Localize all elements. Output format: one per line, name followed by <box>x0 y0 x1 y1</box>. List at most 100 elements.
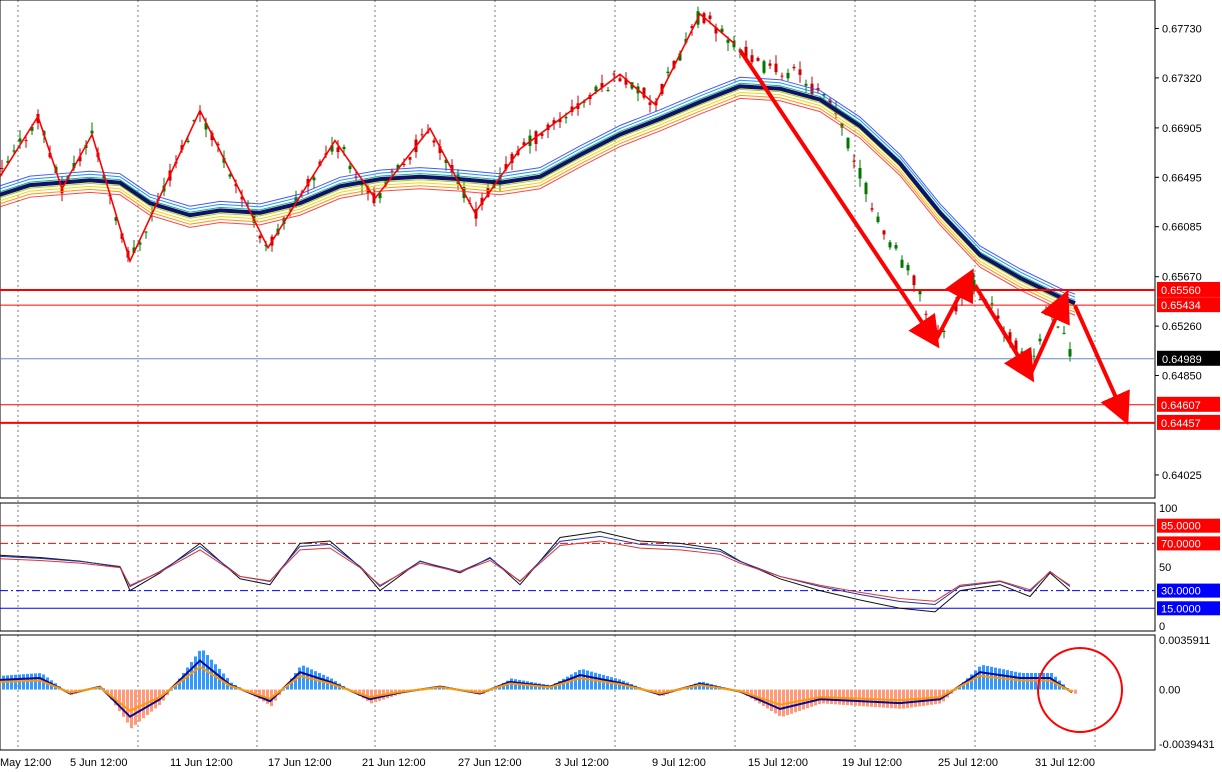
candle-body <box>624 78 628 85</box>
candle-body <box>978 299 982 301</box>
candle-body <box>594 86 598 92</box>
candle-body <box>888 242 892 248</box>
candle-body <box>336 147 340 152</box>
macd-histogram-bar <box>770 689 773 711</box>
oscillator-panel <box>0 502 1156 632</box>
macd-histogram-bar <box>126 689 129 723</box>
macd-histogram-bar <box>898 689 901 709</box>
macd-panel <box>0 634 1156 751</box>
candle-body <box>894 245 898 249</box>
candle-body <box>486 187 490 197</box>
osc-level-label: 70.0000 <box>1161 538 1201 550</box>
candle-body <box>114 217 118 221</box>
candle-body <box>798 69 802 75</box>
candle-body <box>954 302 958 312</box>
candle-body <box>816 88 820 91</box>
candle-body <box>78 156 82 162</box>
candle-body <box>714 27 718 34</box>
candle-body <box>234 183 238 187</box>
x-axis-label: 31 Jul 12:00 <box>1035 757 1095 769</box>
macd-histogram-bar <box>962 682 965 690</box>
candle-body <box>906 264 910 271</box>
macd-histogram-bar <box>178 678 181 690</box>
trend-arrow <box>933 268 974 343</box>
candle-body <box>204 123 208 130</box>
osc-level-label: 15.0000 <box>1161 603 1201 615</box>
macd-histogram-bar <box>366 689 369 701</box>
macd-histogram-bar <box>954 689 957 691</box>
candle-body <box>852 160 856 162</box>
macd-histogram-bar <box>966 678 969 690</box>
candle-body <box>666 71 670 74</box>
vertical-gridlines <box>17 0 1096 750</box>
candle-body <box>0 167 4 169</box>
price-level-label: 0.64457 <box>1161 418 1201 430</box>
candle-body <box>690 26 694 29</box>
macd-histogram-bar <box>1074 689 1077 694</box>
candle-body <box>348 165 352 170</box>
candle-body <box>924 313 928 315</box>
price-series <box>0 6 1076 372</box>
candle-body <box>402 164 406 166</box>
macd-histogram-bar <box>566 676 569 690</box>
macd-histogram-bar <box>982 665 985 690</box>
candle-body <box>474 209 478 219</box>
y-axis-label: 0.66085 <box>1162 222 1202 234</box>
candle-body <box>756 58 760 61</box>
candle-body <box>312 177 316 181</box>
candle-body <box>882 230 886 235</box>
moving-average-line <box>0 84 1076 306</box>
candle-body <box>420 134 424 136</box>
x-axis-label: 21 Jun 12:00 <box>362 757 426 769</box>
candle-body <box>1032 355 1036 357</box>
candle-body <box>18 138 22 142</box>
candle-body <box>432 140 436 143</box>
candle-body <box>138 242 142 245</box>
candle-body <box>720 28 724 33</box>
candle-body <box>726 39 730 43</box>
macd-histogram-bar <box>106 689 109 694</box>
macd-histogram-bar <box>110 689 113 700</box>
candle-body <box>228 174 232 177</box>
candle-body <box>198 112 202 115</box>
candle-body <box>864 182 868 195</box>
macd-histogram-bar <box>754 689 757 702</box>
candle-body <box>366 186 370 193</box>
macd-histogram-bar <box>194 656 197 690</box>
candle-body <box>942 330 946 333</box>
y-axis-label: 0.67730 <box>1162 23 1202 35</box>
macd-histogram-bar <box>570 674 573 690</box>
osc-level-tag <box>1157 583 1220 598</box>
osc-line-slow <box>0 540 1071 602</box>
candle-body <box>342 146 346 150</box>
x-axis-label: 11 Jun 12:00 <box>170 757 233 769</box>
trend-arrow <box>1028 289 1070 377</box>
candle-body <box>240 196 244 200</box>
osc-axis-label: 0 <box>1159 621 1165 633</box>
y-axis-label: 0.67320 <box>1162 73 1202 85</box>
macd-histogram-bar <box>182 673 185 690</box>
candle-body <box>390 170 394 172</box>
candle-body <box>918 290 922 295</box>
candle-body <box>12 150 16 152</box>
macd-histogram-bar <box>978 666 981 690</box>
x-axis-label: 25 Jul 12:00 <box>938 757 998 769</box>
candle-body <box>558 118 562 123</box>
trend-arrow <box>1073 304 1130 426</box>
macd-histogram-bar <box>118 689 121 712</box>
osc-level-label: 30.0000 <box>1161 586 1201 598</box>
osc-level-label: 85.0000 <box>1161 521 1201 533</box>
candle-body <box>876 216 880 222</box>
y-axis-label: 0.65260 <box>1162 321 1202 333</box>
candle-body <box>846 137 850 149</box>
candle-body <box>1044 312 1048 315</box>
macd-axis-label: 0.00 <box>1159 685 1180 697</box>
candle-body <box>444 159 448 163</box>
candle-body <box>1038 338 1042 342</box>
osc-level-tag <box>1157 518 1220 533</box>
macd-histogram-bar <box>782 689 785 717</box>
macd-histogram-bar <box>262 689 265 702</box>
x-axis-label: 17 Jun 12:00 <box>268 757 332 769</box>
price-level-label: 0.64607 <box>1161 400 1201 412</box>
